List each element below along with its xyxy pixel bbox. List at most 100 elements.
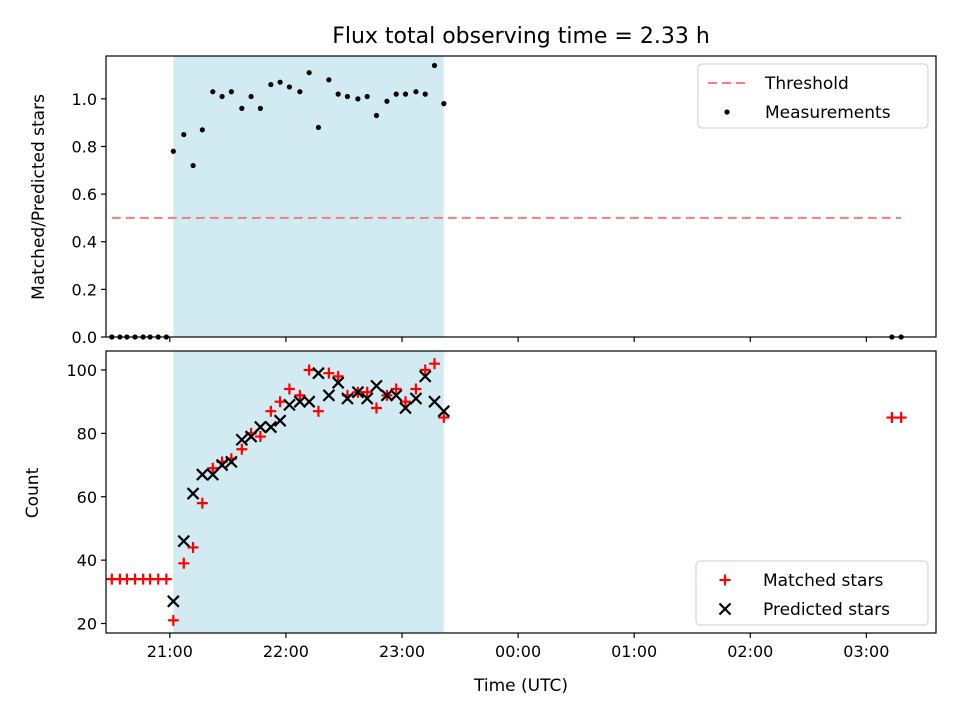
measurement-point	[219, 93, 225, 100]
x-tick-label: 23:00	[379, 642, 425, 661]
y-tick-label: 20	[77, 614, 97, 633]
matched-star-point	[332, 370, 344, 382]
measurement-point	[286, 84, 293, 90]
measurement-point	[228, 89, 234, 95]
matched-star-point	[254, 431, 266, 443]
measurement-point	[441, 101, 447, 107]
predicted-star-point	[341, 392, 354, 405]
x-tick-label: 00:00	[495, 642, 541, 661]
matched-star-point	[361, 386, 373, 398]
matched-star-point	[312, 405, 324, 417]
legend-matched-swatch	[719, 574, 731, 586]
matched-star-point	[438, 412, 450, 424]
measurement-point	[239, 105, 245, 111]
matched-star-point	[429, 358, 441, 370]
measurement-point	[170, 148, 176, 154]
predicted-star-point	[215, 458, 229, 472]
y-tick-label: 1.0	[72, 90, 97, 109]
matched-star-point	[207, 462, 219, 474]
predicted-star-point	[380, 389, 394, 402]
predicted-star-point	[206, 468, 220, 481]
matched-star-point	[196, 497, 208, 509]
measurement-point	[422, 91, 428, 97]
y-tick-label: 60	[77, 488, 97, 507]
measurement-point	[355, 96, 361, 102]
legend-predicted-swatch	[718, 602, 732, 616]
matched-star-point	[370, 402, 382, 414]
axes-frame	[105, 55, 937, 338]
x-tick-label: 21:00	[147, 642, 193, 661]
plot-layer: 0.0 0.2 0.4 0.6 0.8 1.0 Threshold Measurements 2…	[66, 55, 937, 661]
predicted-star-point	[409, 392, 423, 405]
observing-span-shade	[173, 351, 444, 633]
measurement-point	[277, 79, 283, 85]
measurement-point	[190, 162, 196, 169]
predicted-star-point	[283, 398, 296, 412]
measurement-point	[199, 127, 205, 133]
bottom-y-axis-label: Count	[23, 467, 43, 518]
x-tick-label: 02:00	[727, 642, 773, 661]
predicted-star-point	[399, 401, 412, 415]
predicted-star-point	[293, 395, 307, 408]
legend-box	[695, 560, 929, 626]
legend-entry-label: Predicted stars	[763, 600, 890, 620]
predicted-star-point	[351, 385, 365, 399]
measurement-point	[248, 93, 254, 100]
matched-star-point	[265, 405, 277, 417]
predicted-star-point	[225, 455, 238, 469]
measurement-point	[335, 91, 341, 97]
matched-star-point	[187, 541, 199, 553]
measurement-point	[326, 77, 332, 83]
x-tick-label: 03:00	[843, 642, 889, 661]
predicted-star-point	[312, 366, 325, 380]
predicted-star-point	[186, 487, 200, 500]
matched-star-point	[390, 383, 402, 395]
predicted-star-point	[418, 370, 432, 383]
predicted-star-point	[167, 595, 180, 608]
predicted-star-point	[177, 534, 191, 548]
predicted-star-point	[360, 392, 374, 405]
y-tick-label: 0.4	[72, 233, 97, 252]
legend-entry-label: Matched stars	[763, 571, 883, 591]
measurement-point	[384, 98, 390, 104]
predicted-star-point	[437, 404, 451, 418]
matched-star-point	[399, 396, 411, 408]
measurement-point	[268, 81, 274, 88]
predicted-star-point	[428, 395, 441, 408]
y-tick-label: 0.8	[72, 137, 97, 156]
x-tick-label: 22:00	[263, 642, 309, 661]
predicted-star-point	[196, 468, 209, 481]
measurement-point	[402, 91, 409, 97]
matched-star-point	[167, 614, 179, 626]
measurement-point	[364, 93, 370, 100]
chart-title: Flux total observing time = 2.33 h	[332, 24, 710, 49]
y-tick-label: 100	[66, 361, 97, 380]
predicted-star-point	[235, 433, 249, 446]
legend-entry-label: Threshold	[764, 74, 849, 94]
matched-star-point	[274, 396, 286, 408]
predicted-star-point	[370, 379, 383, 393]
measurement-point	[306, 70, 312, 76]
legend-measurement-swatch	[724, 109, 730, 115]
matched-star-point	[160, 573, 172, 585]
legend-entry-label: Measurements	[765, 103, 891, 123]
measurement-point	[315, 124, 322, 131]
predicted-star-point	[331, 376, 345, 389]
y-tick-label: 40	[77, 551, 97, 570]
matched-star-point	[178, 557, 190, 569]
predicted-star-point	[254, 420, 267, 434]
matched-star-point	[283, 383, 295, 395]
observing-span-shade	[173, 56, 444, 337]
predicted-star-point	[389, 389, 403, 402]
x-tick-label: 01:00	[611, 642, 657, 661]
y-tick-label: 0.0	[72, 328, 97, 347]
matched-star-point	[895, 412, 907, 424]
matched-star-point	[419, 364, 431, 376]
matched-star-point	[294, 389, 306, 401]
measurement-point	[413, 89, 419, 95]
matched-star-point	[236, 443, 248, 455]
matched-star-point	[323, 367, 335, 379]
x-axis-label: Time (UTC)	[473, 676, 568, 696]
matched-star-point	[410, 383, 422, 395]
